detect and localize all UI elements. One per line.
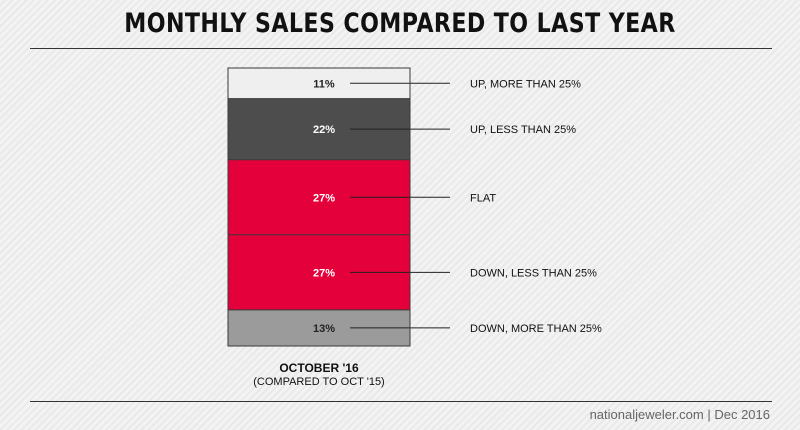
segment-value-label: 27% — [313, 192, 335, 204]
legend-label: UP, LESS THAN 25% — [470, 124, 576, 136]
legend-label: DOWN, MORE THAN 25% — [470, 323, 602, 335]
source-credit: nationaljeweler.com | Dec 2016 — [589, 407, 770, 422]
segment-value-label: 11% — [313, 78, 335, 90]
x-axis-label: OCTOBER '16 — [279, 361, 359, 375]
legend-label: UP, MORE THAN 25% — [470, 78, 581, 90]
legend-label: FLAT — [470, 192, 496, 204]
chart-title: MONTHLY SALES COMPARED TO LAST YEAR — [124, 8, 676, 39]
footer-rule — [30, 401, 772, 402]
segment-value-label: 22% — [313, 124, 335, 136]
title-rule — [30, 48, 772, 49]
legend-label: DOWN, LESS THAN 25% — [470, 267, 597, 279]
x-axis-sublabel: (COMPARED TO OCT '15) — [253, 376, 385, 388]
segment-value-label: 13% — [313, 323, 335, 335]
bar-outline — [227, 67, 411, 347]
segment-value-label: 27% — [313, 267, 335, 279]
